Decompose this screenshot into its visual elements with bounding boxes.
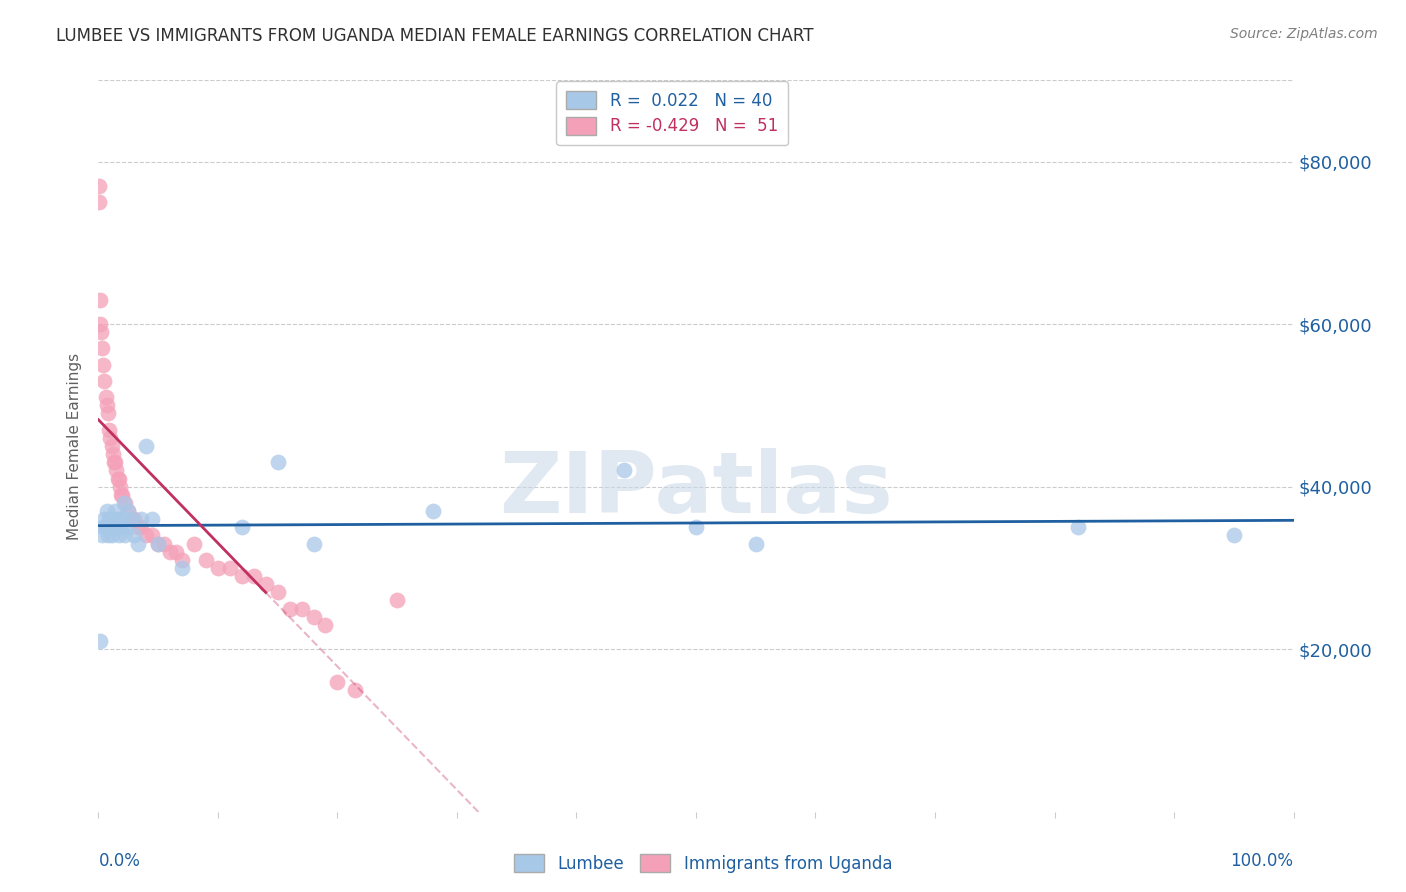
Point	[267, 585, 290, 599]
Point	[89, 634, 111, 648]
Point	[110, 520, 132, 534]
Point	[120, 512, 142, 526]
Point	[254, 577, 277, 591]
Point	[613, 463, 636, 477]
Point	[115, 520, 138, 534]
Point	[745, 536, 768, 550]
Point	[87, 178, 110, 193]
Point	[302, 536, 325, 550]
Point	[107, 471, 129, 485]
Point	[159, 544, 181, 558]
Point	[422, 504, 444, 518]
Point	[107, 520, 129, 534]
Point	[93, 512, 115, 526]
Point	[108, 480, 131, 494]
Point	[278, 601, 301, 615]
Point	[165, 544, 187, 558]
Point	[96, 504, 118, 518]
Point	[100, 439, 122, 453]
Point	[98, 512, 121, 526]
Point	[153, 536, 176, 550]
Point	[135, 528, 157, 542]
Point	[1067, 520, 1090, 534]
Point	[302, 609, 325, 624]
Point	[93, 374, 115, 388]
Point	[148, 536, 170, 550]
Point	[112, 496, 135, 510]
Text: Source: ZipAtlas.com: Source: ZipAtlas.com	[1230, 27, 1378, 41]
Point	[100, 528, 122, 542]
Point	[135, 439, 157, 453]
Point	[172, 561, 194, 575]
Point	[326, 674, 349, 689]
Point	[114, 528, 136, 542]
Point	[108, 512, 131, 526]
Point	[344, 682, 367, 697]
Point	[107, 528, 129, 542]
Point	[101, 512, 124, 526]
Point	[103, 455, 125, 469]
Point	[89, 317, 111, 331]
Legend: R =  0.022   N = 40, R = -0.429   N =  51: R = 0.022 N = 40, R = -0.429 N = 51	[557, 81, 787, 145]
Point	[117, 504, 139, 518]
Point	[94, 390, 117, 404]
Point	[231, 569, 253, 583]
Point	[103, 520, 125, 534]
Text: 0.0%: 0.0%	[98, 852, 141, 870]
Point	[107, 471, 129, 485]
Point	[141, 528, 163, 542]
Point	[89, 293, 111, 307]
Text: LUMBEE VS IMMIGRANTS FROM UGANDA MEDIAN FEMALE EARNINGS CORRELATION CHART: LUMBEE VS IMMIGRANTS FROM UGANDA MEDIAN …	[56, 27, 814, 45]
Point	[96, 398, 118, 412]
Point	[183, 536, 205, 550]
Point	[267, 455, 290, 469]
Point	[91, 342, 114, 356]
Point	[101, 447, 124, 461]
Point	[97, 528, 120, 542]
Legend: Lumbee, Immigrants from Uganda: Lumbee, Immigrants from Uganda	[508, 847, 898, 880]
Point	[105, 463, 128, 477]
Point	[131, 520, 153, 534]
Point	[91, 358, 114, 372]
Point	[148, 536, 170, 550]
Point	[207, 561, 229, 575]
Point	[87, 195, 110, 210]
Point	[127, 520, 149, 534]
Point	[219, 561, 242, 575]
Point	[110, 488, 132, 502]
Point	[127, 536, 149, 550]
Point	[105, 512, 128, 526]
Point	[98, 520, 122, 534]
Point	[104, 455, 127, 469]
Point	[1223, 528, 1246, 542]
Point	[98, 431, 122, 445]
Point	[141, 512, 163, 526]
Point	[114, 496, 136, 510]
Text: 100.0%: 100.0%	[1230, 852, 1294, 870]
Point	[90, 325, 112, 339]
Point	[91, 528, 114, 542]
Text: ZIPatlas: ZIPatlas	[499, 449, 893, 532]
Point	[111, 488, 134, 502]
Point	[243, 569, 266, 583]
Point	[685, 520, 707, 534]
Point	[385, 593, 409, 607]
Point	[111, 512, 134, 526]
Point	[172, 553, 194, 567]
Point	[291, 601, 314, 615]
Point	[94, 520, 117, 534]
Point	[121, 512, 143, 526]
Point	[131, 512, 153, 526]
Point	[231, 520, 253, 534]
Point	[104, 504, 127, 518]
Point	[117, 504, 139, 518]
Point	[195, 553, 218, 567]
Point	[124, 528, 146, 542]
Point	[315, 617, 337, 632]
Y-axis label: Median Female Earnings: Median Female Earnings	[67, 352, 83, 540]
Point	[91, 520, 114, 534]
Point	[97, 407, 120, 421]
Point	[124, 512, 146, 526]
Point	[98, 423, 121, 437]
